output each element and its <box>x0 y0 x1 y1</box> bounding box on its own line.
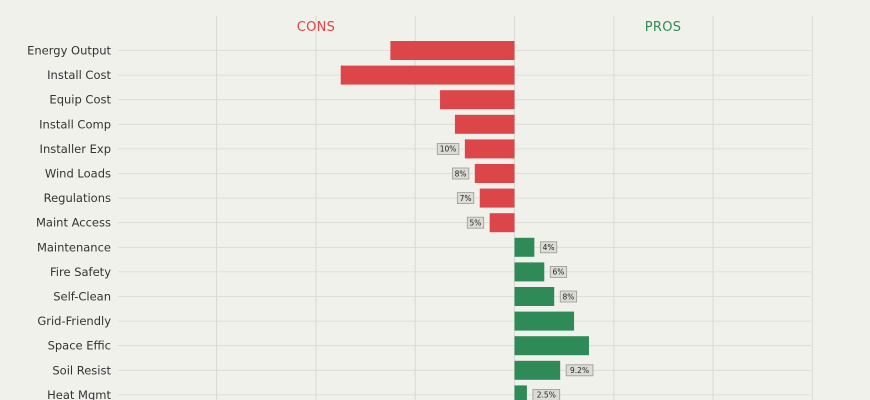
category-label: Energy Output <box>27 44 111 58</box>
category-label: Self-Clean <box>53 290 111 304</box>
pros-bar <box>514 287 555 306</box>
category-label: Equip Cost <box>49 93 111 107</box>
data-label: 4% <box>543 243 555 252</box>
cons-bar <box>440 90 515 110</box>
category-label: Install Comp <box>39 117 111 131</box>
category-label: Heat Mgmt <box>47 388 111 400</box>
pros-bar <box>514 385 527 400</box>
data-label-box <box>565 364 594 377</box>
category-label: Space Effic <box>48 339 111 353</box>
category-label: Maint Access <box>36 216 111 230</box>
pros-bar <box>514 360 561 380</box>
pros-bar <box>514 336 589 356</box>
data-label: 8% <box>455 169 467 178</box>
cons-bar <box>464 139 515 159</box>
header-layer: CONS PROS <box>297 20 682 35</box>
cons-header: CONS <box>297 20 336 35</box>
category-label: Maintenance <box>37 240 111 254</box>
cons-bar <box>454 114 515 134</box>
pros-bar <box>514 311 575 331</box>
cons-bar <box>474 164 515 183</box>
cons-bar <box>390 41 515 60</box>
data-label-box <box>451 167 470 180</box>
category-label-layer: Energy Output Install Cost Equip Cost Insta… <box>27 44 111 400</box>
data-label-box <box>532 388 561 400</box>
data-label: 7% <box>460 194 472 203</box>
category-label: Soil Resist <box>52 363 111 377</box>
category-label: Regulations <box>44 191 111 205</box>
data-label: 5% <box>470 219 482 228</box>
category-label: Fire Safety <box>50 265 111 279</box>
pros-header: PROS <box>645 20 682 35</box>
data-label: 8% <box>562 292 574 301</box>
data-label-box <box>549 265 568 278</box>
data-label: 9.2% <box>570 366 589 375</box>
data-label: 6% <box>553 268 565 277</box>
data-label: 2.5% <box>537 391 556 400</box>
cons-bar <box>489 213 515 233</box>
data-label-box <box>436 142 460 155</box>
pros-bar <box>514 237 535 257</box>
category-label: Grid-Friendly <box>37 314 111 328</box>
bar-layer <box>340 41 589 400</box>
pros-bar <box>514 262 545 282</box>
category-label: Wind Loads <box>45 167 111 181</box>
category-label: Install Cost <box>47 68 111 82</box>
cons-bar <box>479 188 515 208</box>
data-label-box <box>539 241 558 254</box>
category-label: Installer Exp <box>40 142 111 156</box>
data-label-layer: 10% 8% 7% 5% 4% 6% 8% 9.2% 2.5% <box>436 142 594 400</box>
data-label-box <box>456 192 475 205</box>
data-label: 10% <box>440 145 457 154</box>
data-label-box <box>466 216 485 229</box>
cons-bar <box>340 65 515 85</box>
data-label-box <box>559 290 578 303</box>
